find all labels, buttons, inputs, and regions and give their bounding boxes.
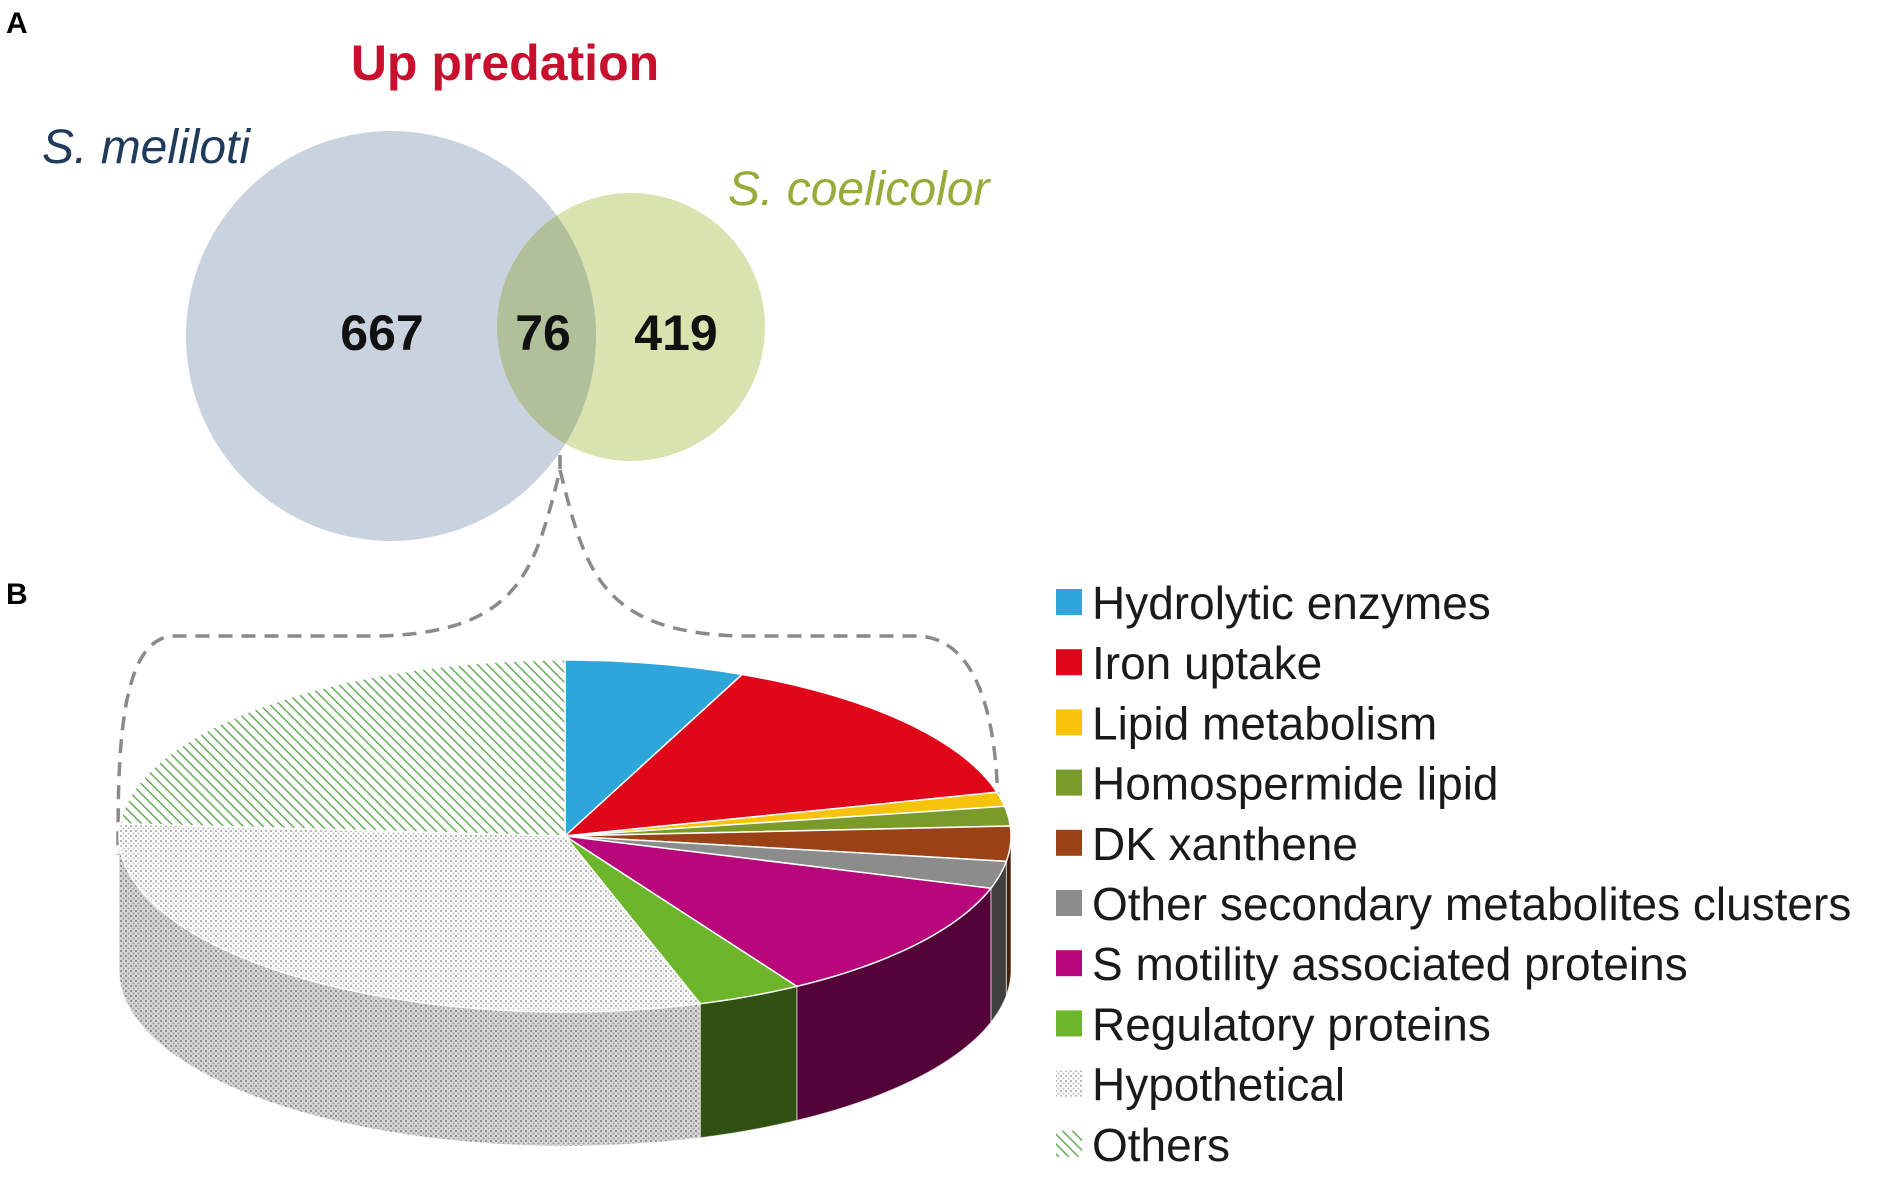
legend-label-regulatory-proteins: Regulatory proteins xyxy=(1092,998,1491,1050)
venn-overlap xyxy=(497,215,596,444)
legend-label-hydrolytic-enzymes: Hydrolytic enzymes xyxy=(1092,577,1491,629)
legend-label-lipid-metabolism: Lipid metabolism xyxy=(1092,697,1437,749)
legend-swatch-hypothetical xyxy=(1056,1070,1082,1097)
legend: Hydrolytic enzymes Iron uptake Lipid metab… xyxy=(1056,577,1851,1171)
set-label-s-coelicolor: S. coelicolor xyxy=(728,163,991,216)
pie-slice-hydrolytic-enzymes xyxy=(564,659,744,838)
legend-label-s-motility-associated-proteins: S motility associated proteins xyxy=(1092,938,1688,990)
venn-diagram: Up predation S. meliloti S. coelicolor 6… xyxy=(42,35,991,541)
pie-slice-hypothetical xyxy=(118,823,702,1013)
pie-sides xyxy=(118,835,1012,1147)
panel-a-label: A xyxy=(6,7,28,40)
legend-swatch-regulatory-proteins xyxy=(1056,1010,1082,1037)
legend-label-iron-uptake: Iron uptake xyxy=(1092,637,1322,689)
legend-label-other-secondary-metabolites-clusters: Other secondary metabolites clusters xyxy=(1092,878,1851,930)
legend-label-homospermide-lipid: Homospermide lipid xyxy=(1092,758,1499,810)
pie-slice-homospermide-lipid xyxy=(564,805,1012,837)
legend-swatch-other-secondary-metabolites-clusters xyxy=(1056,890,1082,916)
pie-slice-lipid-metabolism xyxy=(564,791,1006,837)
pie-slice-dk-xanthene xyxy=(564,825,1012,863)
legend-swatch-dk-xanthene xyxy=(1056,829,1082,856)
pie-side-regulatory-proteins xyxy=(699,985,798,1139)
connector-left xyxy=(116,455,562,856)
pie-slice-iron-uptake xyxy=(562,673,999,837)
pie-chart xyxy=(118,659,1012,1147)
venn-circle-s-meliloti xyxy=(186,131,596,541)
pie-tops xyxy=(118,659,1012,1013)
legend-swatch-homospermide-lipid xyxy=(1056,769,1082,796)
legend-swatch-iron-uptake xyxy=(1056,649,1082,676)
legend-swatch-others xyxy=(1056,1130,1082,1157)
count-s-meliloti-only: 667 xyxy=(340,305,423,361)
connector-right xyxy=(558,469,1000,821)
pie-slice-others xyxy=(119,659,566,837)
legend-label-dk-xanthene: DK xanthene xyxy=(1092,818,1358,870)
legend-label-hypothetical: Hypothetical xyxy=(1092,1059,1345,1111)
set-label-s-meliloti: S. meliloti xyxy=(42,121,251,174)
legend-swatch-hydrolytic-enzymes xyxy=(1056,589,1082,615)
legend-label-others: Others xyxy=(1092,1119,1230,1171)
pie-slice-regulatory-proteins xyxy=(564,835,799,1005)
count-intersection: 76 xyxy=(515,305,571,361)
pie-slice-s-motility-associated-proteins xyxy=(564,835,993,988)
legend-swatch-lipid-metabolism xyxy=(1056,709,1082,736)
venn-title: Up predation xyxy=(351,35,659,91)
count-s-coelicolor-only: 419 xyxy=(634,305,717,361)
legend-swatch-s-motility-associated-proteins xyxy=(1056,950,1082,977)
panel-b-label: B xyxy=(6,578,28,611)
